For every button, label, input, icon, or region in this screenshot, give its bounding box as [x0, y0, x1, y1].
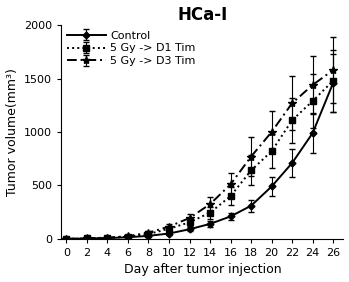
Title: HCa-I: HCa-I — [177, 6, 228, 24]
Legend: Control, 5 Gy -> D1 Tim, 5 Gy -> D3 Tim: Control, 5 Gy -> D1 Tim, 5 Gy -> D3 Tim — [65, 28, 198, 69]
X-axis label: Day after tumor injection: Day after tumor injection — [124, 263, 281, 276]
Y-axis label: Tumor volume(mm³): Tumor volume(mm³) — [6, 68, 18, 196]
